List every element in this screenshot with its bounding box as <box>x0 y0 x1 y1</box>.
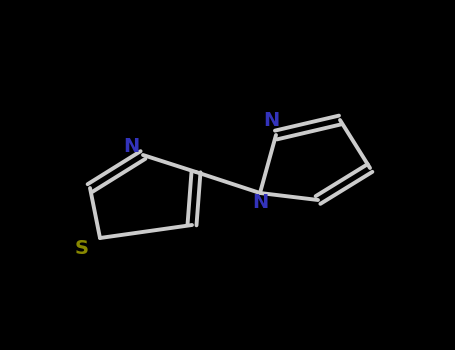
Text: N: N <box>123 138 139 156</box>
Text: S: S <box>75 238 89 258</box>
Text: N: N <box>252 194 268 212</box>
Text: N: N <box>263 112 279 131</box>
